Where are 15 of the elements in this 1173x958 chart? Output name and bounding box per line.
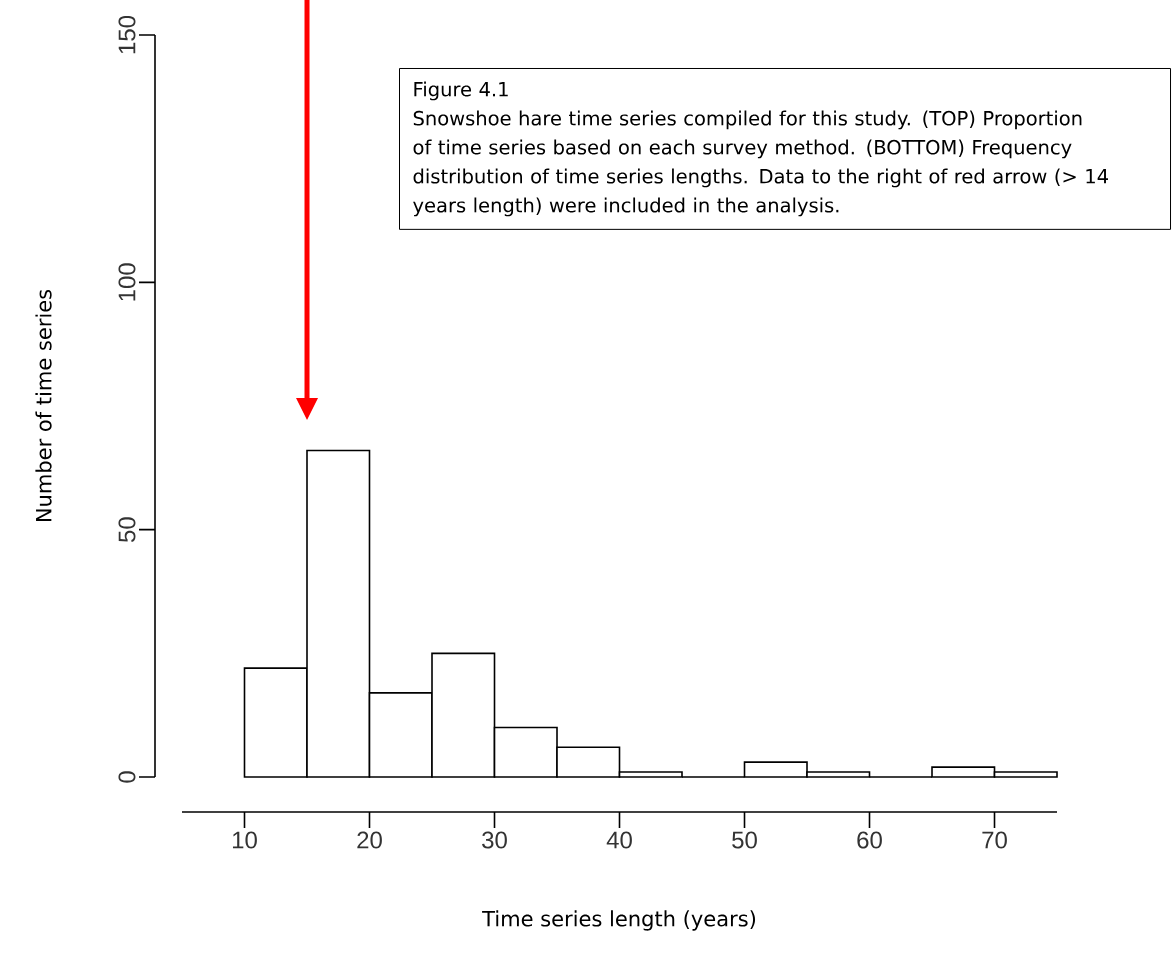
annotation: Snowshoe hare time series compiled for this study. (TOP) Proportion of time series based on each survey method. (BOTTOM) Frequency distribution of time series lengths. Data to the right of red arrow (> 14 years length) were included in the analysis.	[413, 110, 1108, 217]
x-tick-label: 70	[982, 831, 1007, 849]
y-axis-title: Number of time series	[35, 289, 52, 522]
y-tick-label: 100	[118, 263, 136, 301]
y-tick-label: 0	[118, 771, 136, 783]
x-axis-title: Time series length (years)	[482, 910, 756, 931]
annotation: Figure 4.1	[414, 81, 508, 101]
x-tick-label: 30	[482, 831, 507, 849]
x-tick-label: 40	[606, 831, 632, 849]
x-tick-label: 60	[857, 831, 882, 849]
y-tick-label: 150	[118, 15, 136, 54]
x-tick-label: 20	[357, 831, 382, 849]
x-tick-label: 10	[232, 831, 257, 849]
x-tick-label: 50	[732, 831, 757, 849]
y-tick-label: 50	[118, 517, 136, 543]
